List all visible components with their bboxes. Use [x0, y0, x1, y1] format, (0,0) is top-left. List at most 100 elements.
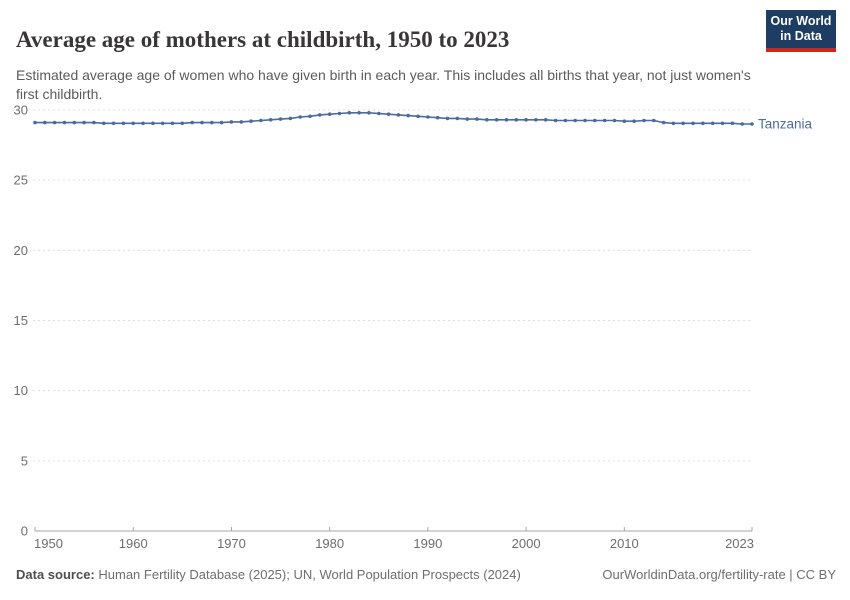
data-point-1992[interactable] — [445, 116, 450, 121]
data-point-1978[interactable] — [308, 114, 312, 119]
chart-subtitle: Estimated average age of women who have … — [16, 67, 751, 102]
data-point-1964[interactable] — [170, 121, 175, 126]
x-tick-label-1960: 1960 — [119, 536, 148, 551]
data-point-1966[interactable] — [190, 120, 194, 125]
data-point-2015[interactable] — [671, 121, 676, 126]
data-point-1968[interactable] — [210, 120, 214, 125]
owid-logo[interactable]: Our World in Data — [766, 10, 836, 52]
data-point-2018[interactable] — [701, 121, 705, 126]
data-point-1976[interactable] — [288, 116, 293, 121]
data-point-2021[interactable] — [730, 121, 735, 126]
x-tick-label-2000: 2000 — [512, 536, 541, 551]
data-point-1965[interactable] — [180, 121, 185, 126]
y-tick-label-25: 25 — [14, 173, 28, 188]
data-point-1958[interactable] — [111, 121, 116, 126]
data-point-1989[interactable] — [416, 114, 420, 119]
data-point-1979[interactable] — [318, 113, 322, 117]
data-point-1962[interactable] — [151, 121, 155, 126]
data-point-2020[interactable] — [720, 121, 725, 126]
data-point-1967[interactable] — [200, 120, 204, 125]
data-point-2019[interactable] — [710, 121, 715, 126]
data-point-2022[interactable] — [740, 122, 744, 126]
data-point-1999[interactable] — [514, 118, 519, 122]
data-point-1955[interactable] — [82, 120, 86, 125]
y-tick-label-10: 10 — [14, 383, 28, 398]
data-point-1988[interactable] — [406, 113, 411, 118]
data-point-1980[interactable] — [327, 112, 332, 116]
data-point-1959[interactable] — [121, 121, 126, 126]
y-tick-label-30: 30 — [14, 103, 28, 118]
data-point-2011[interactable] — [632, 119, 636, 123]
data-point-1953[interactable] — [62, 120, 67, 125]
data-point-1963[interactable] — [160, 121, 165, 126]
data-point-1970[interactable] — [229, 120, 234, 124]
owid-url-license-link[interactable]: OurWorldinData.org/fertility-rate | CC B… — [602, 567, 836, 582]
data-point-1993[interactable] — [455, 116, 460, 121]
data-point-1973[interactable] — [259, 118, 263, 123]
y-tick-label-20: 20 — [14, 243, 28, 258]
data-point-1991[interactable] — [435, 115, 440, 120]
data-point-2007[interactable] — [593, 118, 597, 123]
data-point-1960[interactable] — [131, 121, 135, 126]
data-point-1971[interactable] — [239, 120, 244, 124]
data-point-1974[interactable] — [268, 118, 273, 122]
data-point-1952[interactable] — [52, 120, 57, 125]
data-point-1975[interactable] — [278, 117, 283, 121]
data-point-1981[interactable] — [337, 111, 342, 116]
data-point-2004[interactable] — [563, 118, 568, 123]
data-point-2005[interactable] — [573, 118, 577, 123]
data-point-1983[interactable] — [357, 111, 361, 115]
y-tick-label-15: 15 — [14, 313, 28, 328]
data-point-1977[interactable] — [298, 115, 303, 119]
data-source-note: Data source: Human Fertility Database (2… — [16, 567, 521, 582]
data-point-1956[interactable] — [92, 120, 96, 125]
data-point-1961[interactable] — [141, 121, 145, 126]
data-point-2017[interactable] — [691, 121, 695, 126]
data-point-2012[interactable] — [642, 118, 646, 123]
y-tick-label-5: 5 — [21, 453, 28, 468]
data-source-text: Human Fertility Database (2025); UN, Wor… — [98, 567, 521, 582]
data-point-1997[interactable] — [494, 118, 499, 122]
data-point-1998[interactable] — [504, 118, 509, 122]
data-point-2002[interactable] — [543, 118, 548, 122]
data-source-label: Data source: — [16, 567, 95, 582]
series-tanzania[interactable] — [33, 111, 754, 126]
data-point-1994[interactable] — [465, 117, 470, 121]
data-point-2001[interactable] — [534, 118, 538, 122]
data-point-1987[interactable] — [396, 113, 401, 117]
chart-title: Average age of mothers at childbirth, 19… — [16, 27, 510, 53]
data-point-1950[interactable] — [33, 120, 37, 125]
data-point-2003[interactable] — [553, 118, 558, 123]
y-tick-label-0: 0 — [21, 524, 28, 539]
data-point-1982[interactable] — [347, 111, 352, 115]
data-point-1995[interactable] — [475, 117, 479, 121]
chart-footer: Data source: Human Fertility Database (2… — [16, 567, 836, 582]
data-point-1990[interactable] — [426, 115, 430, 119]
data-point-1986[interactable] — [386, 112, 391, 116]
data-point-2013[interactable] — [652, 118, 656, 123]
data-point-2016[interactable] — [681, 121, 685, 126]
x-tick-label-2010: 2010 — [610, 536, 639, 551]
data-point-1954[interactable] — [72, 120, 77, 125]
data-point-2006[interactable] — [583, 118, 587, 123]
data-point-1985[interactable] — [377, 111, 381, 116]
data-point-1957[interactable] — [102, 121, 106, 126]
data-point-2014[interactable] — [661, 120, 666, 125]
data-point-2010[interactable] — [622, 119, 627, 123]
data-point-1984[interactable] — [367, 111, 371, 115]
data-point-2009[interactable] — [612, 118, 617, 123]
entity-label[interactable]: Tanzania — [758, 117, 813, 132]
data-point-1972[interactable] — [249, 119, 253, 123]
data-point-1951[interactable] — [43, 120, 47, 125]
data-point-2008[interactable] — [602, 118, 607, 123]
data-point-1969[interactable] — [219, 120, 224, 125]
data-point-2023[interactable] — [750, 122, 754, 126]
data-point-1996[interactable] — [485, 118, 489, 122]
x-tick-label-1950: 1950 — [34, 536, 63, 551]
x-tick-label-1970: 1970 — [217, 536, 246, 551]
x-tick-label-2023: 2023 — [725, 536, 754, 551]
data-point-2000[interactable] — [524, 118, 528, 122]
x-tick-label-1990: 1990 — [413, 536, 442, 551]
